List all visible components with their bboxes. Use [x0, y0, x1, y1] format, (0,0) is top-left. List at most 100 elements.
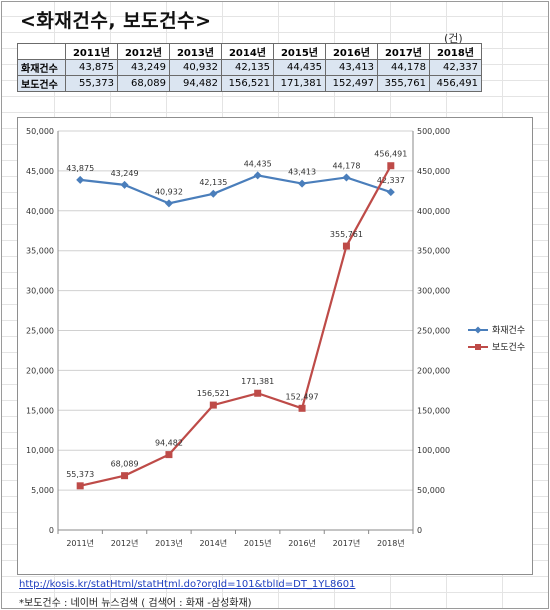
data-point — [121, 472, 129, 480]
table-header-cell[interactable]: 2018년 — [429, 43, 482, 60]
y-left-tick-label: 5,000 — [31, 486, 54, 495]
data-label: 94,482 — [155, 439, 183, 448]
x-tick-label: 2013년 — [155, 538, 183, 548]
data-point — [298, 179, 307, 188]
data-label: 55,373 — [66, 470, 94, 479]
y-right-tick-label: 450,000 — [417, 167, 450, 176]
x-tick-label: 2012년 — [111, 538, 139, 548]
data-point — [120, 180, 129, 189]
y-right-tick-label: 50,000 — [417, 486, 445, 495]
data-label: 68,089 — [111, 460, 139, 469]
legend-marker — [474, 326, 482, 334]
data-point — [254, 389, 262, 397]
y-right-tick-label: 400,000 — [417, 207, 450, 216]
y-left-tick-label: 30,000 — [26, 287, 54, 296]
table-row-label[interactable]: 보도건수 — [17, 75, 66, 92]
data-label: 156,521 — [197, 389, 230, 398]
data-point — [342, 173, 351, 182]
table-header-cell[interactable]: 2014년 — [221, 43, 274, 60]
y-left-tick-label: 15,000 — [26, 406, 54, 415]
y-right-tick-label: 200,000 — [417, 366, 450, 375]
x-tick-label: 2015년 — [244, 538, 272, 548]
data-label: 171,381 — [241, 377, 274, 386]
data-label: 43,875 — [66, 164, 94, 173]
data-point — [209, 189, 218, 198]
table-cell[interactable]: 42,135 — [221, 59, 274, 76]
y-right-tick-label: 500,000 — [417, 127, 450, 136]
legend-marker — [475, 344, 481, 350]
y-left-tick-label: 50,000 — [26, 127, 54, 136]
series-line — [80, 174, 392, 205]
unit-label: (건) — [444, 32, 463, 45]
data-point — [342, 242, 350, 250]
x-tick-label: 2016년 — [288, 538, 316, 548]
table-header-cell[interactable]: 2011년 — [65, 43, 118, 60]
table-header-cell[interactable]: 2012년 — [117, 43, 170, 60]
data-point — [298, 404, 306, 412]
table-cell[interactable]: 43,875 — [65, 59, 118, 76]
table-cell[interactable]: 44,435 — [273, 59, 326, 76]
data-label: 355,761 — [330, 230, 363, 239]
data-point — [76, 175, 85, 184]
table-header-row: 2011년 2012년 2013년 2014년 2015년 2016년 2017… — [17, 43, 482, 60]
y-left-tick-label: 35,000 — [26, 247, 54, 256]
y-right-tick-label: 350,000 — [417, 247, 450, 256]
table-row-label[interactable]: 화재건수 — [17, 59, 66, 76]
data-label: 44,435 — [244, 159, 272, 168]
data-point — [387, 162, 395, 170]
legend-label: 보도건수 — [492, 342, 525, 353]
data-point — [164, 199, 173, 208]
series-line — [79, 165, 392, 487]
page-title: <화재건수, 보도건수> — [20, 10, 212, 32]
x-tick-label: 2014년 — [199, 538, 227, 548]
x-tick-label: 2017년 — [333, 538, 361, 548]
chart-area[interactable]: 0 0 5,000 50,000 10,000 100,000 15,000 150,000 2… — [17, 117, 533, 575]
y-right-tick-label: 300,000 — [417, 287, 450, 296]
y-left-tick-label: 10,000 — [26, 446, 54, 455]
data-label: 42,135 — [199, 178, 227, 187]
source-link[interactable]: http://kosis.kr/statHtml/statHtml.do?org… — [19, 579, 356, 590]
table-cell[interactable]: 456,491 — [429, 75, 482, 92]
y-right-tick-label: 250,000 — [417, 327, 450, 336]
table-cell[interactable]: 94,482 — [169, 75, 222, 92]
data-point — [253, 171, 262, 180]
y-left-tick-label: 0 — [49, 526, 54, 535]
table-corner-cell — [17, 43, 66, 60]
data-table: 2011년 2012년 2013년 2014년 2015년 2016년 2017… — [17, 43, 482, 92]
y-right-tick-label: 0 — [417, 526, 422, 535]
data-point — [165, 451, 173, 459]
y-right-tick-label: 100,000 — [417, 446, 450, 455]
table-header-cell[interactable]: 2016년 — [325, 43, 378, 60]
table-row: 보도건수 55,373 68,089 94,482 156,521 171,38… — [17, 75, 482, 92]
data-label: 43,413 — [288, 168, 316, 177]
table-header-cell[interactable]: 2013년 — [169, 43, 222, 60]
table-cell[interactable]: 40,932 — [169, 59, 222, 76]
data-label: 44,178 — [332, 161, 360, 170]
data-label: 43,249 — [111, 169, 139, 178]
y-right-tick-label: 150,000 — [417, 406, 450, 415]
table-row: 화재건수 43,875 43,249 40,932 42,135 44,435 … — [17, 59, 482, 76]
table-cell[interactable]: 355,761 — [377, 75, 430, 92]
data-label: 456,491 — [374, 150, 407, 159]
table-cell[interactable]: 152,497 — [325, 75, 378, 92]
legend-label: 화재건수 — [492, 325, 525, 336]
data-point — [386, 188, 395, 197]
footnote: *보도건수 : 네이버 뉴스검색 ( 검색어 : 화재 -삼성화재) — [19, 598, 252, 609]
table-cell[interactable]: 43,413 — [325, 59, 378, 76]
table-cell[interactable]: 156,521 — [221, 75, 274, 92]
table-cell[interactable]: 42,337 — [429, 59, 482, 76]
table-header-cell[interactable]: 2017년 — [377, 43, 430, 60]
y-left-tick-label: 45,000 — [26, 167, 54, 176]
line-chart: 0 0 5,000 50,000 10,000 100,000 15,000 150,000 2… — [26, 127, 525, 548]
y-left-tick-label: 40,000 — [26, 207, 54, 216]
data-label: 152,497 — [286, 392, 319, 401]
x-tick-label: 2011년 — [66, 538, 94, 548]
table-cell[interactable]: 171,381 — [273, 75, 326, 92]
table-header-cell[interactable]: 2015년 — [273, 43, 326, 60]
table-cell[interactable]: 43,249 — [117, 59, 170, 76]
table-cell[interactable]: 44,178 — [377, 59, 430, 76]
table-cell[interactable]: 68,089 — [117, 75, 170, 92]
table-cell[interactable]: 55,373 — [65, 75, 118, 92]
data-label: 42,337 — [377, 176, 405, 185]
